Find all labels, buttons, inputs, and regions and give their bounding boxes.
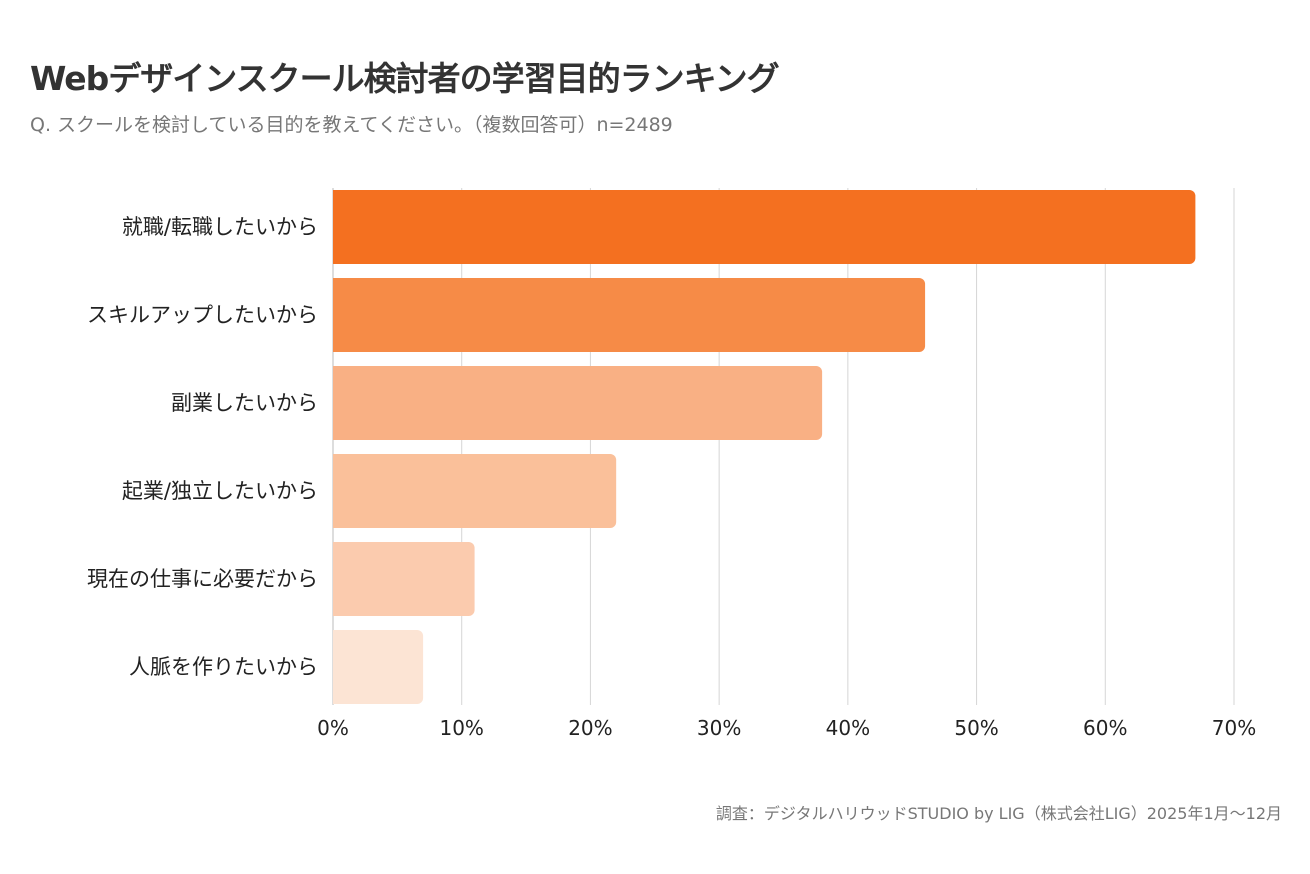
chart-subtitle: Q. スクールを検討している目的を教えてください。（複数回答可）n=2489 [30,114,673,136]
category-label: 副業したいから [171,391,318,415]
x-tick-label: 70% [1212,716,1256,740]
bar [333,190,1196,264]
bar [333,542,475,616]
bar-left-edge [333,278,341,352]
chart-title: Webデザインスクール検討者の学習目的ランキング [30,59,780,98]
x-tick-label: 0% [317,716,349,740]
category-label: 起業/独立したいから [122,479,318,503]
bar [333,630,424,704]
category-label: 人脈を作りたいから [129,655,318,679]
x-tick-label: 10% [439,716,483,740]
bar-left-edge [333,454,341,528]
bar-left-edge [333,190,341,264]
category-label: スキルアップしたいから [87,303,318,327]
source-note: 調査：デジタルハリウッドSTUDIO by LIG（株式会社LIG）2025年1… [715,804,1282,823]
bar-left-edge [333,630,341,704]
x-tick-label: 30% [697,716,741,740]
bar-left-edge [333,366,341,440]
bar [333,278,926,352]
x-tick-label: 20% [568,716,612,740]
x-tick-label: 60% [1083,716,1127,740]
category-label: 就職/転職したいから [122,215,318,239]
x-tick-label: 50% [954,716,998,740]
bar [333,454,617,528]
bar [333,366,823,440]
x-tick-label: 40% [826,716,870,740]
bar-left-edge [333,542,341,616]
category-label: 現在の仕事に必要だから [87,567,318,591]
